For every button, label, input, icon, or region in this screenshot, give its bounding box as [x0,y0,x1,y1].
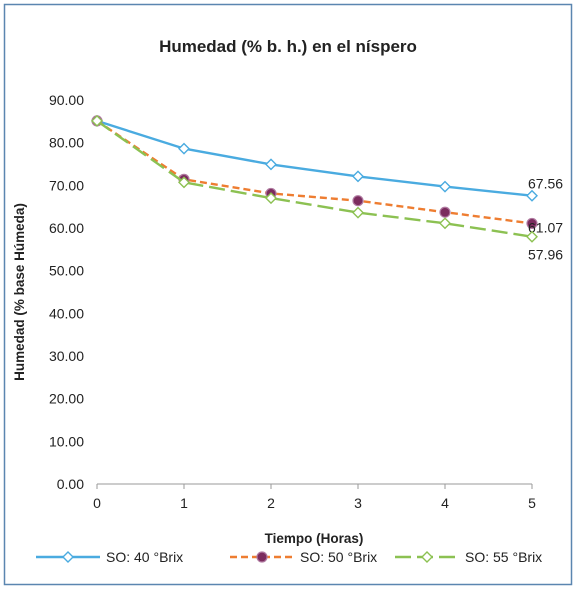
chart-title: Humedad (% b. h.) en el níspero [159,37,417,56]
legend-label: SO: 40 °Brix [106,549,183,565]
data-point [526,189,538,202]
series-layer: 67.56 61.07 57.96 [91,114,563,263]
legend-item: SO: 55 °Brix [395,549,542,565]
data-point [265,158,277,171]
series-line [96,119,533,225]
x-tick-label: 2 [267,495,275,511]
y-tick-label: 10.00 [49,433,84,449]
series-3: 57.96 [91,114,563,263]
x-tick-label: 5 [528,495,536,511]
data-point [178,176,190,189]
y-tick-label: 40.00 [49,305,84,321]
legend-marker [421,551,433,563]
y-tick-label: 80.00 [49,135,84,151]
data-label: 67.56 [528,176,563,192]
x-tick-label: 3 [354,495,362,511]
y-tick-label: 70.00 [49,177,84,193]
data-point [526,217,538,230]
data-point [526,230,538,243]
y-axis-label: Humedad (% base Húmeda) [12,203,27,381]
legend-marker [256,551,268,563]
data-point [91,114,103,127]
data-point [178,142,190,155]
series-line [96,119,533,197]
axes: 0.00 10.00 20.00 30.00 40.00 50.00 60.00 70.00 8… [49,92,536,511]
y-tick-label: 20.00 [49,391,84,407]
data-point [265,192,277,205]
data-point [352,195,364,207]
x-tick-label: 4 [441,495,449,511]
data-label: 57.96 [528,247,563,263]
y-tick-label: 90.00 [49,92,84,108]
chart-frame [3,3,573,586]
data-point [439,217,451,230]
legend-item: SO: 40 °Brix [36,549,183,565]
data-point [352,170,364,183]
legend-marker [62,551,74,563]
y-tick-label: 30.00 [49,348,84,364]
x-axis-label: Tiempo (Horas) [265,531,364,546]
data-point [352,206,364,219]
x-tick-label: 1 [180,495,188,511]
y-tick-label: 50.00 [49,263,84,279]
data-label: 61.07 [528,219,563,235]
legend-label: SO: 55 °Brix [465,549,542,565]
data-point [439,206,451,218]
legend-label: SO: 50 °Brix [300,549,377,565]
legend: SO: 40 °Brix SO: 50 °Brix SO: 55 °Brix [36,549,542,565]
series-line [96,119,533,238]
data-point [439,180,451,193]
y-tick-label: 60.00 [49,220,84,236]
legend-item: SO: 50 °Brix [230,549,377,565]
x-tick-label: 0 [93,495,101,511]
y-tick-label: 0.00 [57,476,84,492]
